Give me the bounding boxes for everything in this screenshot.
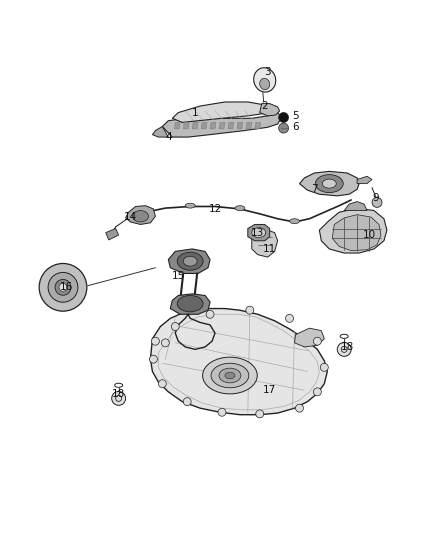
Polygon shape (228, 123, 234, 129)
Polygon shape (332, 215, 381, 251)
Ellipse shape (133, 211, 148, 222)
Polygon shape (49, 294, 77, 301)
Text: 12: 12 (208, 204, 222, 214)
Circle shape (314, 388, 321, 396)
Polygon shape (168, 249, 210, 273)
Circle shape (55, 279, 71, 295)
Text: 1: 1 (192, 108, 198, 118)
Circle shape (279, 112, 289, 123)
Text: 2: 2 (261, 101, 268, 111)
Ellipse shape (225, 372, 235, 379)
Polygon shape (357, 176, 372, 184)
Text: 6: 6 (292, 122, 299, 132)
Text: 9: 9 (373, 193, 379, 203)
Text: 5: 5 (292, 111, 299, 121)
Ellipse shape (290, 219, 300, 224)
Ellipse shape (211, 364, 249, 388)
Polygon shape (319, 208, 387, 253)
Polygon shape (246, 123, 252, 129)
Polygon shape (49, 271, 77, 281)
Circle shape (372, 197, 382, 207)
Circle shape (171, 322, 179, 330)
Circle shape (39, 263, 87, 311)
Circle shape (59, 284, 67, 292)
Polygon shape (106, 229, 119, 240)
Text: 15: 15 (172, 271, 185, 281)
Polygon shape (162, 112, 282, 137)
Circle shape (161, 339, 170, 347)
Text: 17: 17 (263, 385, 276, 395)
Ellipse shape (183, 256, 197, 266)
Ellipse shape (185, 203, 195, 208)
Polygon shape (255, 123, 261, 129)
Circle shape (256, 410, 264, 418)
Ellipse shape (177, 252, 203, 270)
Circle shape (149, 355, 157, 363)
Polygon shape (192, 123, 198, 129)
Text: 14: 14 (124, 212, 137, 222)
Circle shape (218, 408, 226, 416)
Polygon shape (219, 123, 225, 129)
Polygon shape (344, 201, 367, 211)
Polygon shape (170, 294, 210, 314)
Ellipse shape (322, 179, 336, 188)
Circle shape (296, 404, 304, 412)
Ellipse shape (260, 78, 270, 90)
Circle shape (112, 391, 126, 405)
Text: 7: 7 (311, 184, 318, 195)
Polygon shape (260, 103, 279, 116)
Polygon shape (172, 102, 268, 123)
Text: 18: 18 (341, 342, 354, 352)
Text: 4: 4 (165, 132, 172, 142)
Text: 18: 18 (112, 389, 125, 399)
Ellipse shape (219, 368, 241, 383)
Ellipse shape (254, 68, 276, 92)
Ellipse shape (203, 357, 257, 394)
Circle shape (320, 364, 328, 372)
Polygon shape (126, 206, 155, 224)
Text: 10: 10 (363, 230, 376, 240)
Ellipse shape (252, 228, 266, 238)
Circle shape (314, 337, 321, 345)
Polygon shape (174, 123, 180, 129)
Circle shape (337, 342, 351, 357)
Text: 3: 3 (265, 67, 271, 77)
Polygon shape (237, 123, 243, 129)
Ellipse shape (177, 295, 203, 312)
Ellipse shape (315, 175, 343, 192)
Circle shape (152, 337, 159, 345)
Polygon shape (150, 309, 327, 415)
Polygon shape (183, 123, 189, 129)
Ellipse shape (235, 206, 245, 211)
Polygon shape (152, 126, 168, 137)
Polygon shape (201, 123, 207, 129)
Circle shape (159, 379, 166, 387)
Circle shape (279, 123, 289, 133)
Polygon shape (248, 224, 270, 241)
Polygon shape (300, 172, 359, 196)
Circle shape (246, 306, 254, 314)
Polygon shape (210, 123, 216, 129)
Polygon shape (252, 230, 278, 257)
Text: 16: 16 (60, 282, 73, 292)
Circle shape (206, 310, 214, 318)
Circle shape (183, 398, 191, 406)
Text: 11: 11 (263, 244, 276, 254)
Text: 13: 13 (251, 228, 265, 238)
Polygon shape (294, 328, 324, 347)
Circle shape (286, 314, 293, 322)
Circle shape (48, 272, 78, 302)
